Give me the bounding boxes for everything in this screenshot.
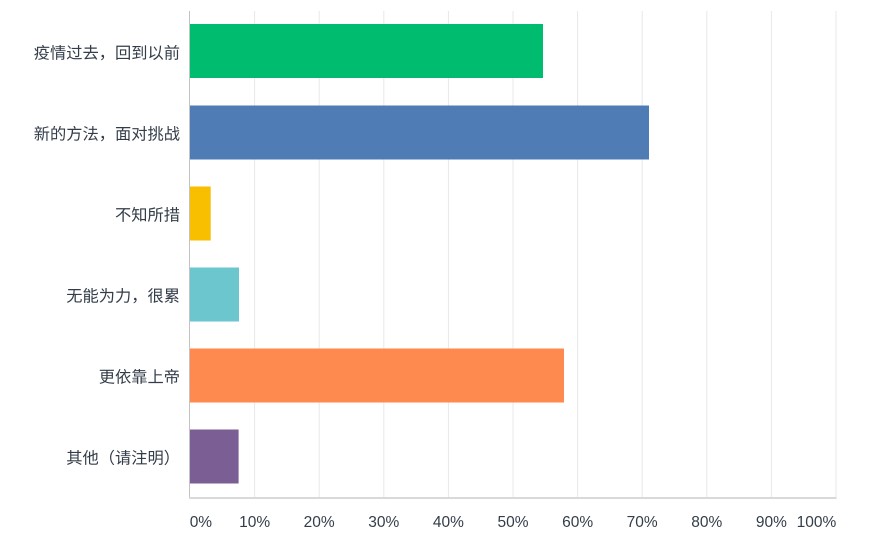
- svg-text:100%: 100%: [797, 514, 837, 531]
- svg-text:30%: 30%: [368, 514, 399, 531]
- svg-text:80%: 80%: [691, 514, 722, 531]
- svg-text:60%: 60%: [562, 514, 593, 531]
- svg-text:70%: 70%: [627, 514, 658, 531]
- svg-text:90%: 90%: [756, 514, 787, 531]
- svg-text:40%: 40%: [433, 514, 464, 531]
- svg-text:50%: 50%: [497, 514, 528, 531]
- svg-text:10%: 10%: [239, 514, 270, 531]
- svg-text:0%: 0%: [190, 514, 213, 531]
- svg-text:20%: 20%: [304, 514, 335, 531]
